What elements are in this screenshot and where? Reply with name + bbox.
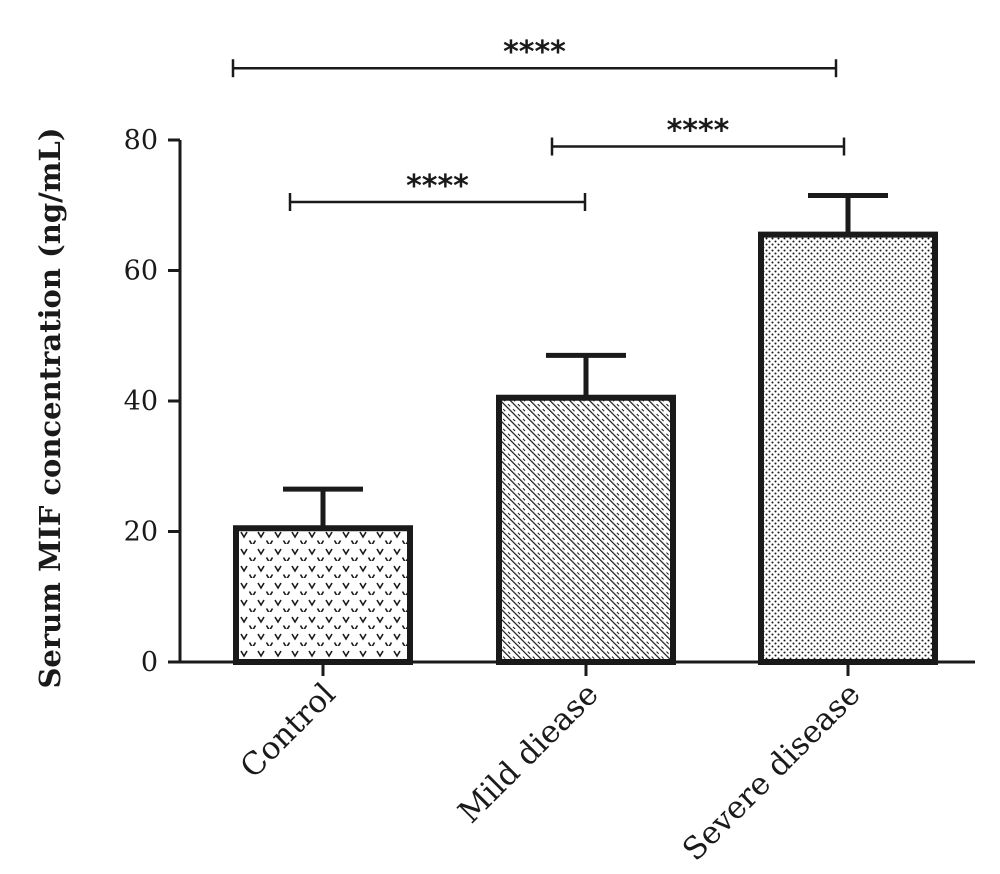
significance-label: **** <box>503 35 566 70</box>
bar-mild-diease <box>496 394 676 665</box>
x-category-label: Control <box>234 676 343 785</box>
significance-label: **** <box>667 114 730 149</box>
significance-brackets: **** **** **** <box>231 35 846 211</box>
y-tick-label: 0 <box>141 647 158 678</box>
y-tick-label: 60 <box>124 256 158 287</box>
y-tick-label: 80 <box>124 125 158 156</box>
x-category-label: Severe disease <box>676 676 868 868</box>
axes <box>168 140 975 664</box>
y-tick-label: 40 <box>124 386 158 417</box>
bars <box>233 231 938 666</box>
bar-severe-disease <box>758 231 938 666</box>
y-axis-title-group: Serum MIF concentration (ng/mL) <box>33 127 67 688</box>
y-tick-label: 20 <box>124 517 158 548</box>
error-bars <box>283 192 888 529</box>
y-axis-ticks: 0 20 40 60 80 <box>124 125 180 678</box>
bar-control <box>233 525 413 665</box>
y-axis-title: Serum MIF concentration (ng/mL) <box>33 127 67 688</box>
x-category-label: Mild diease <box>451 676 605 830</box>
x-axis-ticks: Control Mild diease Severe disease <box>234 662 868 868</box>
significance-label: **** <box>406 169 469 204</box>
